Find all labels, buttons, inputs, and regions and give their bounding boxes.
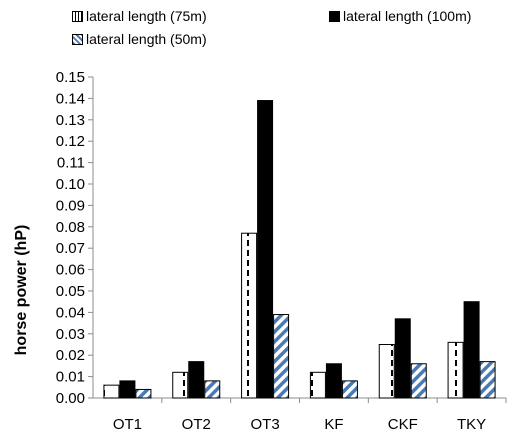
x-tick-label: CKF: [388, 416, 418, 433]
x-tick-label: OT2: [182, 416, 211, 433]
y-tick-label: 0.03: [56, 326, 85, 343]
x-tick-label: OT1: [113, 416, 142, 433]
y-tick-label: 0.05: [56, 283, 85, 300]
y-tick-label: 0.00: [56, 390, 85, 407]
bar: [341, 380, 358, 399]
y-axis-label: horse power (hP): [13, 225, 30, 356]
bar: [257, 100, 274, 399]
x-tick-label: OT3: [250, 416, 279, 433]
bar: [378, 344, 395, 399]
legend-label-75m: lateral length (75m): [86, 8, 207, 24]
bar: [325, 363, 342, 399]
y-tick-label: 0.01: [56, 369, 85, 386]
legend-swatch-50m: [72, 33, 83, 45]
y-tick-label: 0.07: [56, 240, 85, 257]
legend-swatch-100m: [329, 10, 340, 22]
y-tick-label: 0.04: [56, 304, 85, 321]
legend-swatch-75m: [72, 10, 83, 22]
y-tick-label: 0.15: [56, 69, 85, 86]
y-tick-label: 0.08: [56, 219, 85, 236]
bar: [394, 318, 411, 399]
bar: [204, 380, 221, 399]
bar: [273, 314, 290, 399]
bar: [309, 371, 326, 399]
bar: [172, 371, 189, 399]
bar: [103, 384, 120, 399]
bar: [241, 232, 258, 399]
legend-item-100m: lateral length (100m): [329, 8, 471, 24]
bar: [447, 341, 464, 399]
legend-label-100m: lateral length (100m): [343, 8, 472, 24]
legend-item-75m: lateral length (75m): [72, 8, 207, 24]
legend-item-50m: lateral length (50m): [72, 31, 207, 47]
bar: [135, 388, 152, 399]
y-tick-label: 0.10: [56, 176, 85, 193]
bar: [188, 361, 205, 399]
x-tick-label: TKY: [457, 416, 486, 433]
x-tick-label: KF: [324, 416, 343, 433]
y-tick-label: 0.11: [57, 155, 85, 172]
legend-label-50m: lateral length (50m): [86, 31, 207, 47]
y-tick-label: 0.02: [56, 347, 85, 364]
bar: [463, 301, 480, 399]
bar: [410, 363, 427, 399]
y-tick-label: 0.06: [56, 262, 85, 279]
y-tick-label: 0.14: [56, 90, 85, 107]
y-tick-label: 0.12: [56, 133, 85, 150]
y-tick-label: 0.09: [56, 197, 85, 214]
bar: [119, 380, 136, 399]
bar: [479, 361, 496, 399]
y-tick-label: 0.13: [56, 112, 85, 129]
